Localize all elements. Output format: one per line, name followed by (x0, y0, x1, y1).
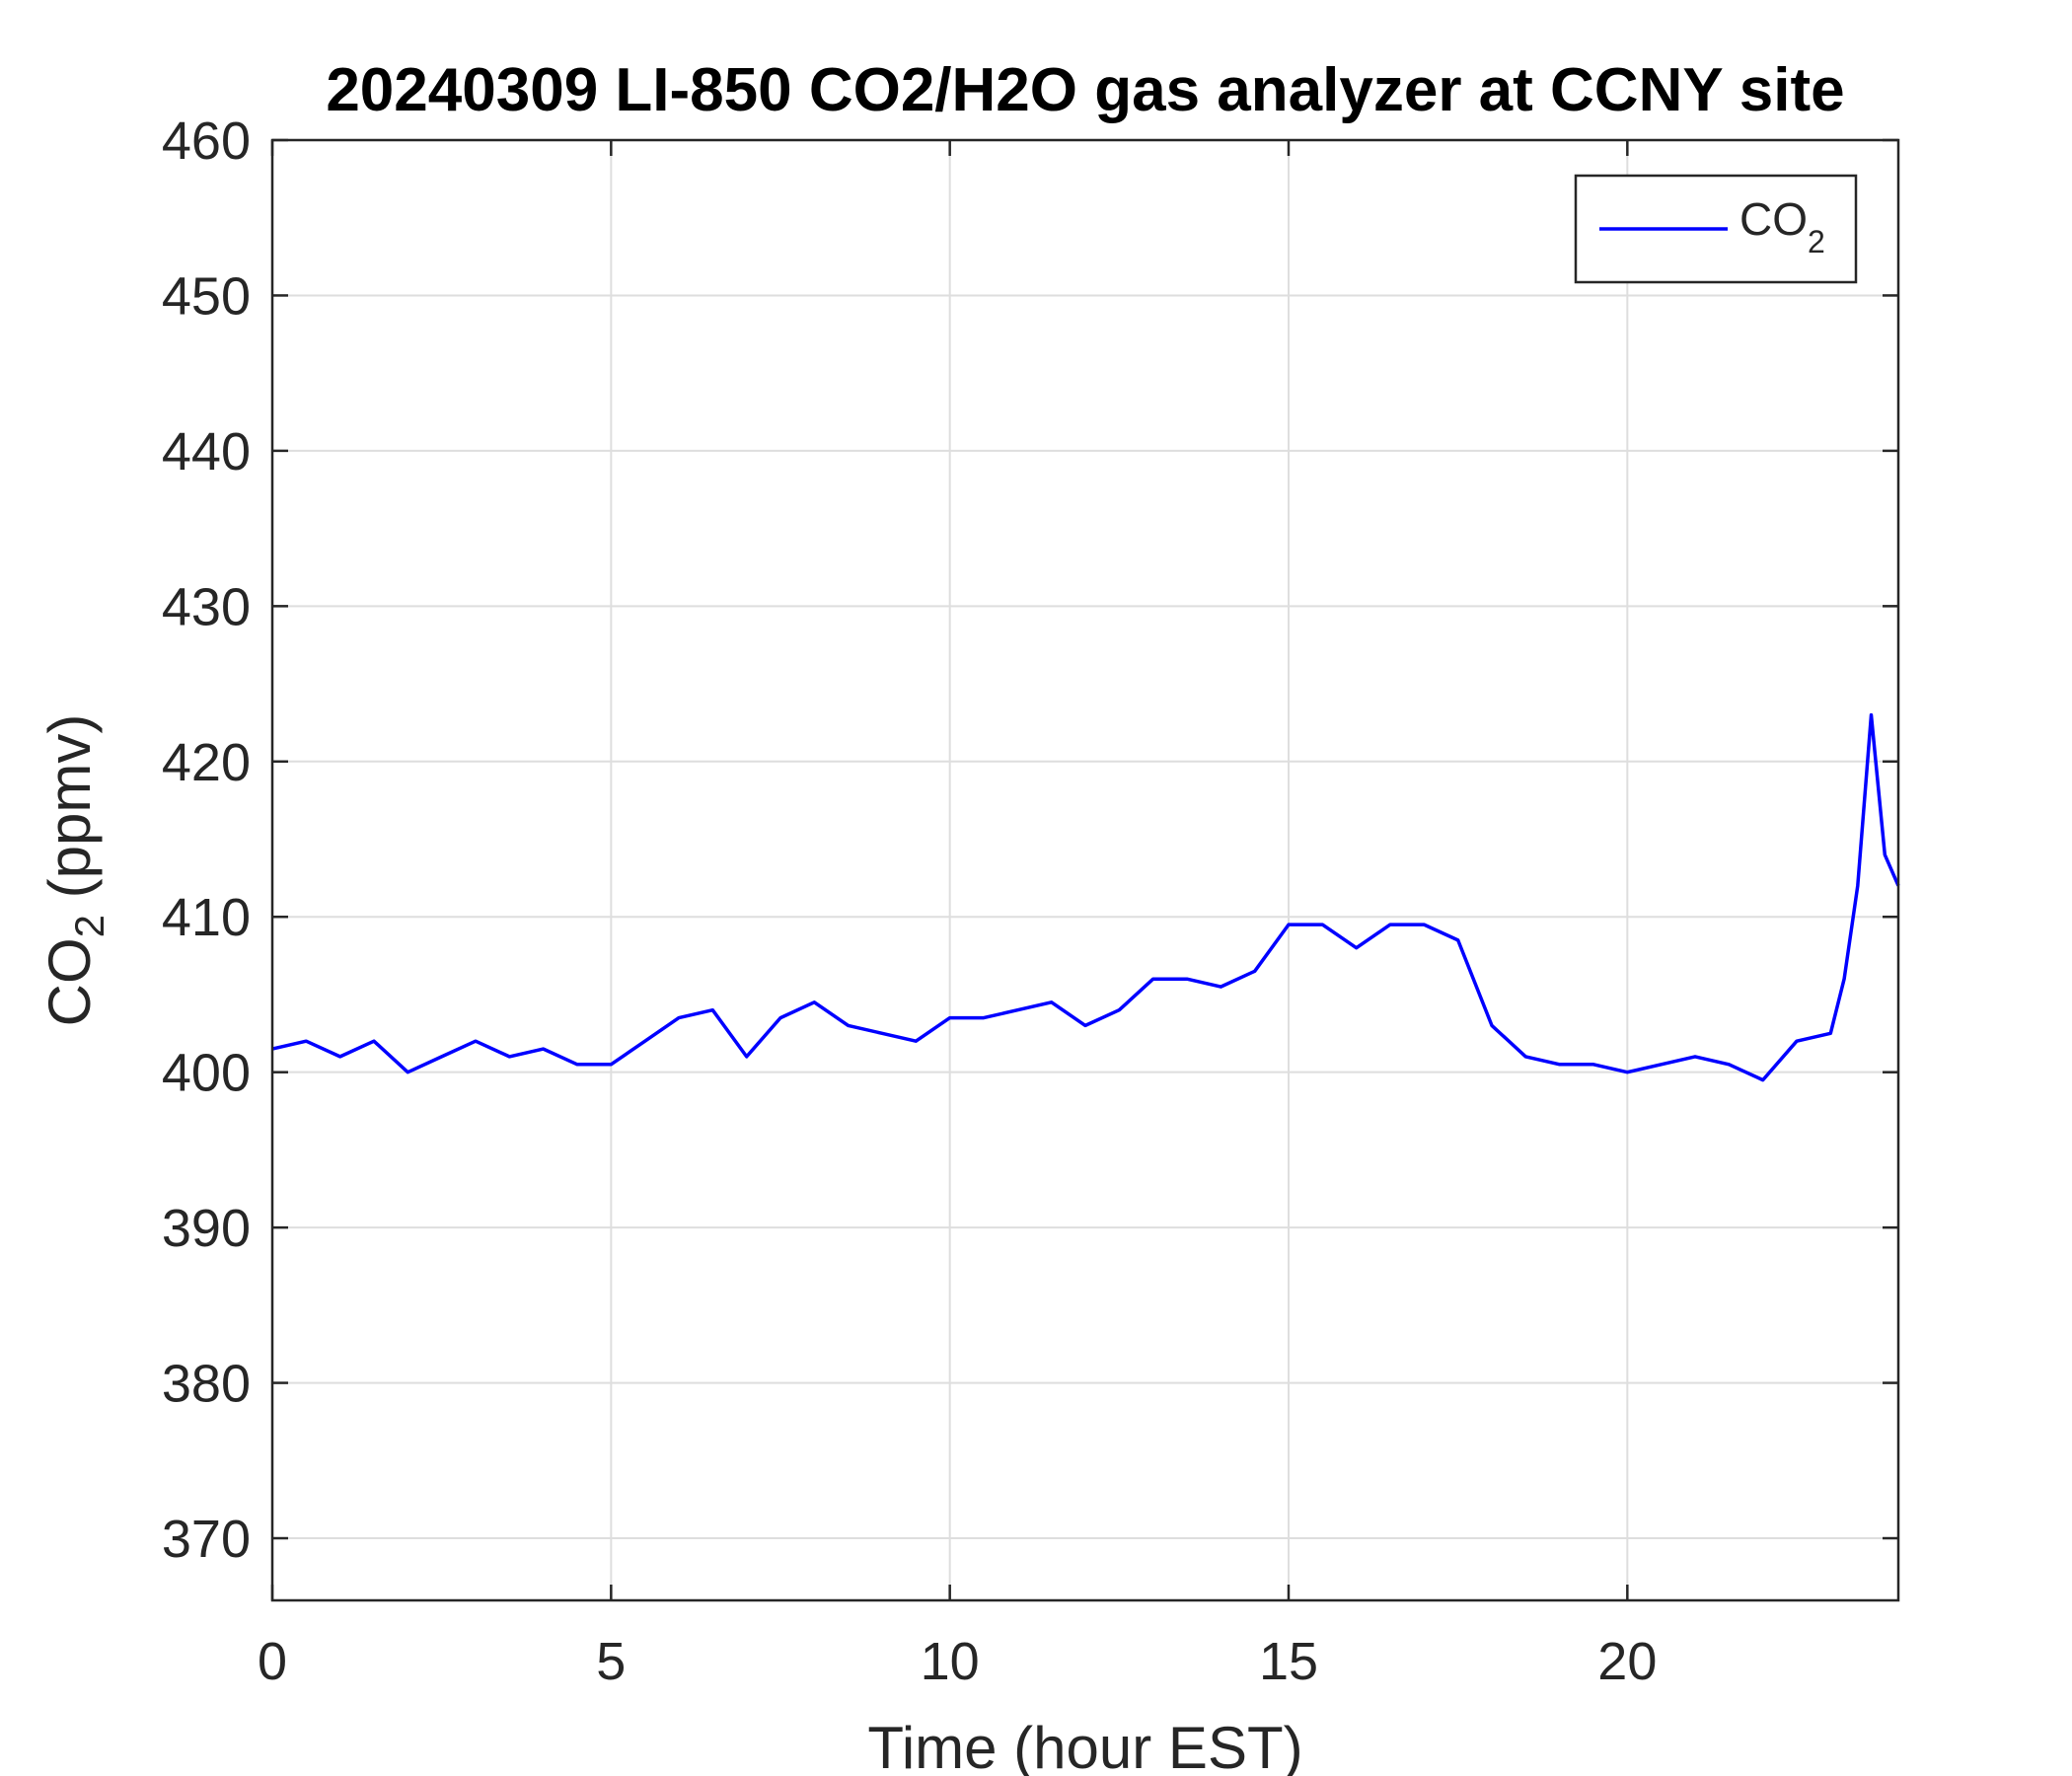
plot-area (272, 140, 1898, 1600)
series-layer (271, 712, 1900, 1082)
x-tick-label: 5 (596, 1632, 626, 1691)
chart-title: 20240309 LI-850 CO2/H2O gas analyzer at … (326, 56, 1844, 124)
y-tick-label: 380 (162, 1355, 251, 1414)
axis-ticks (270, 138, 1898, 1600)
y-tick-label: 440 (162, 422, 251, 481)
y-axis-label: CO2 (ppmv) (37, 714, 112, 1027)
x-tick-label: 10 (921, 1632, 980, 1691)
x-axis-label: Time (hour EST) (867, 1715, 1302, 1776)
y-axis-label-base: CO (37, 937, 103, 1026)
x-tick-label: 0 (258, 1632, 287, 1691)
x-tick-label: 20 (1597, 1632, 1657, 1691)
legend-entry-subscript: 2 (1808, 224, 1825, 259)
legend: CO2 (1574, 174, 1858, 284)
plot-frame (270, 138, 1900, 1602)
series-line-co2 (271, 712, 1900, 1082)
y-tick-label: 460 (162, 111, 251, 171)
y-tick-label: 410 (162, 888, 251, 947)
y-tick-label: 430 (162, 577, 251, 636)
legend-entry-base: CO (1739, 193, 1808, 245)
legend-entry-co2: CO2 (1739, 193, 1825, 259)
y-tick-label: 400 (162, 1044, 251, 1103)
y-tick-label: 450 (162, 266, 251, 326)
y-axis-label-unit: (ppmv) (37, 714, 103, 915)
x-tick-label: 15 (1259, 1632, 1318, 1691)
y-tick-label: 370 (162, 1510, 251, 1569)
y-axis-label-subscript: 2 (66, 915, 112, 937)
y-tick-label: 390 (162, 1199, 251, 1258)
tick-labels: 0 5 10 15 20 370 380 390 400 410 420 430 440 450 460 (162, 111, 1657, 1691)
grid-lines (272, 140, 1898, 1600)
y-tick-label: 420 (162, 733, 251, 792)
